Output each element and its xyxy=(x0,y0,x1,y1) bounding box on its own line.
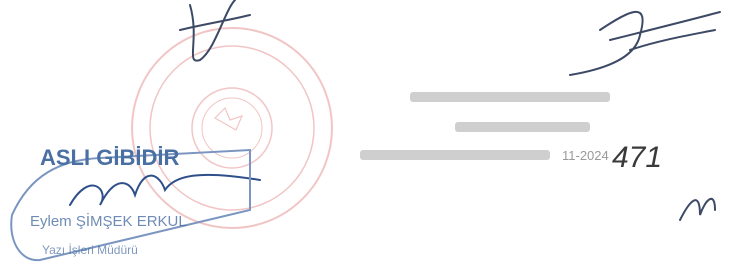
date-text: 11-2024 xyxy=(562,148,609,163)
document-scan: 11-2024 471 ASLI GİBİDİR Eylem ŞİMŞEK ER… xyxy=(0,0,737,269)
stamp-title: ASLI GİBİDİR xyxy=(40,145,179,170)
stamp-name: Eylem ŞİMŞEK ERKUL xyxy=(30,212,187,230)
page: {"stamp": {"title": "ASLI GİBİDİR", "nam… xyxy=(0,0,737,269)
stamp-role: Yazı İşleri Müdürü xyxy=(42,243,138,257)
registry-number: 471 xyxy=(612,141,662,174)
